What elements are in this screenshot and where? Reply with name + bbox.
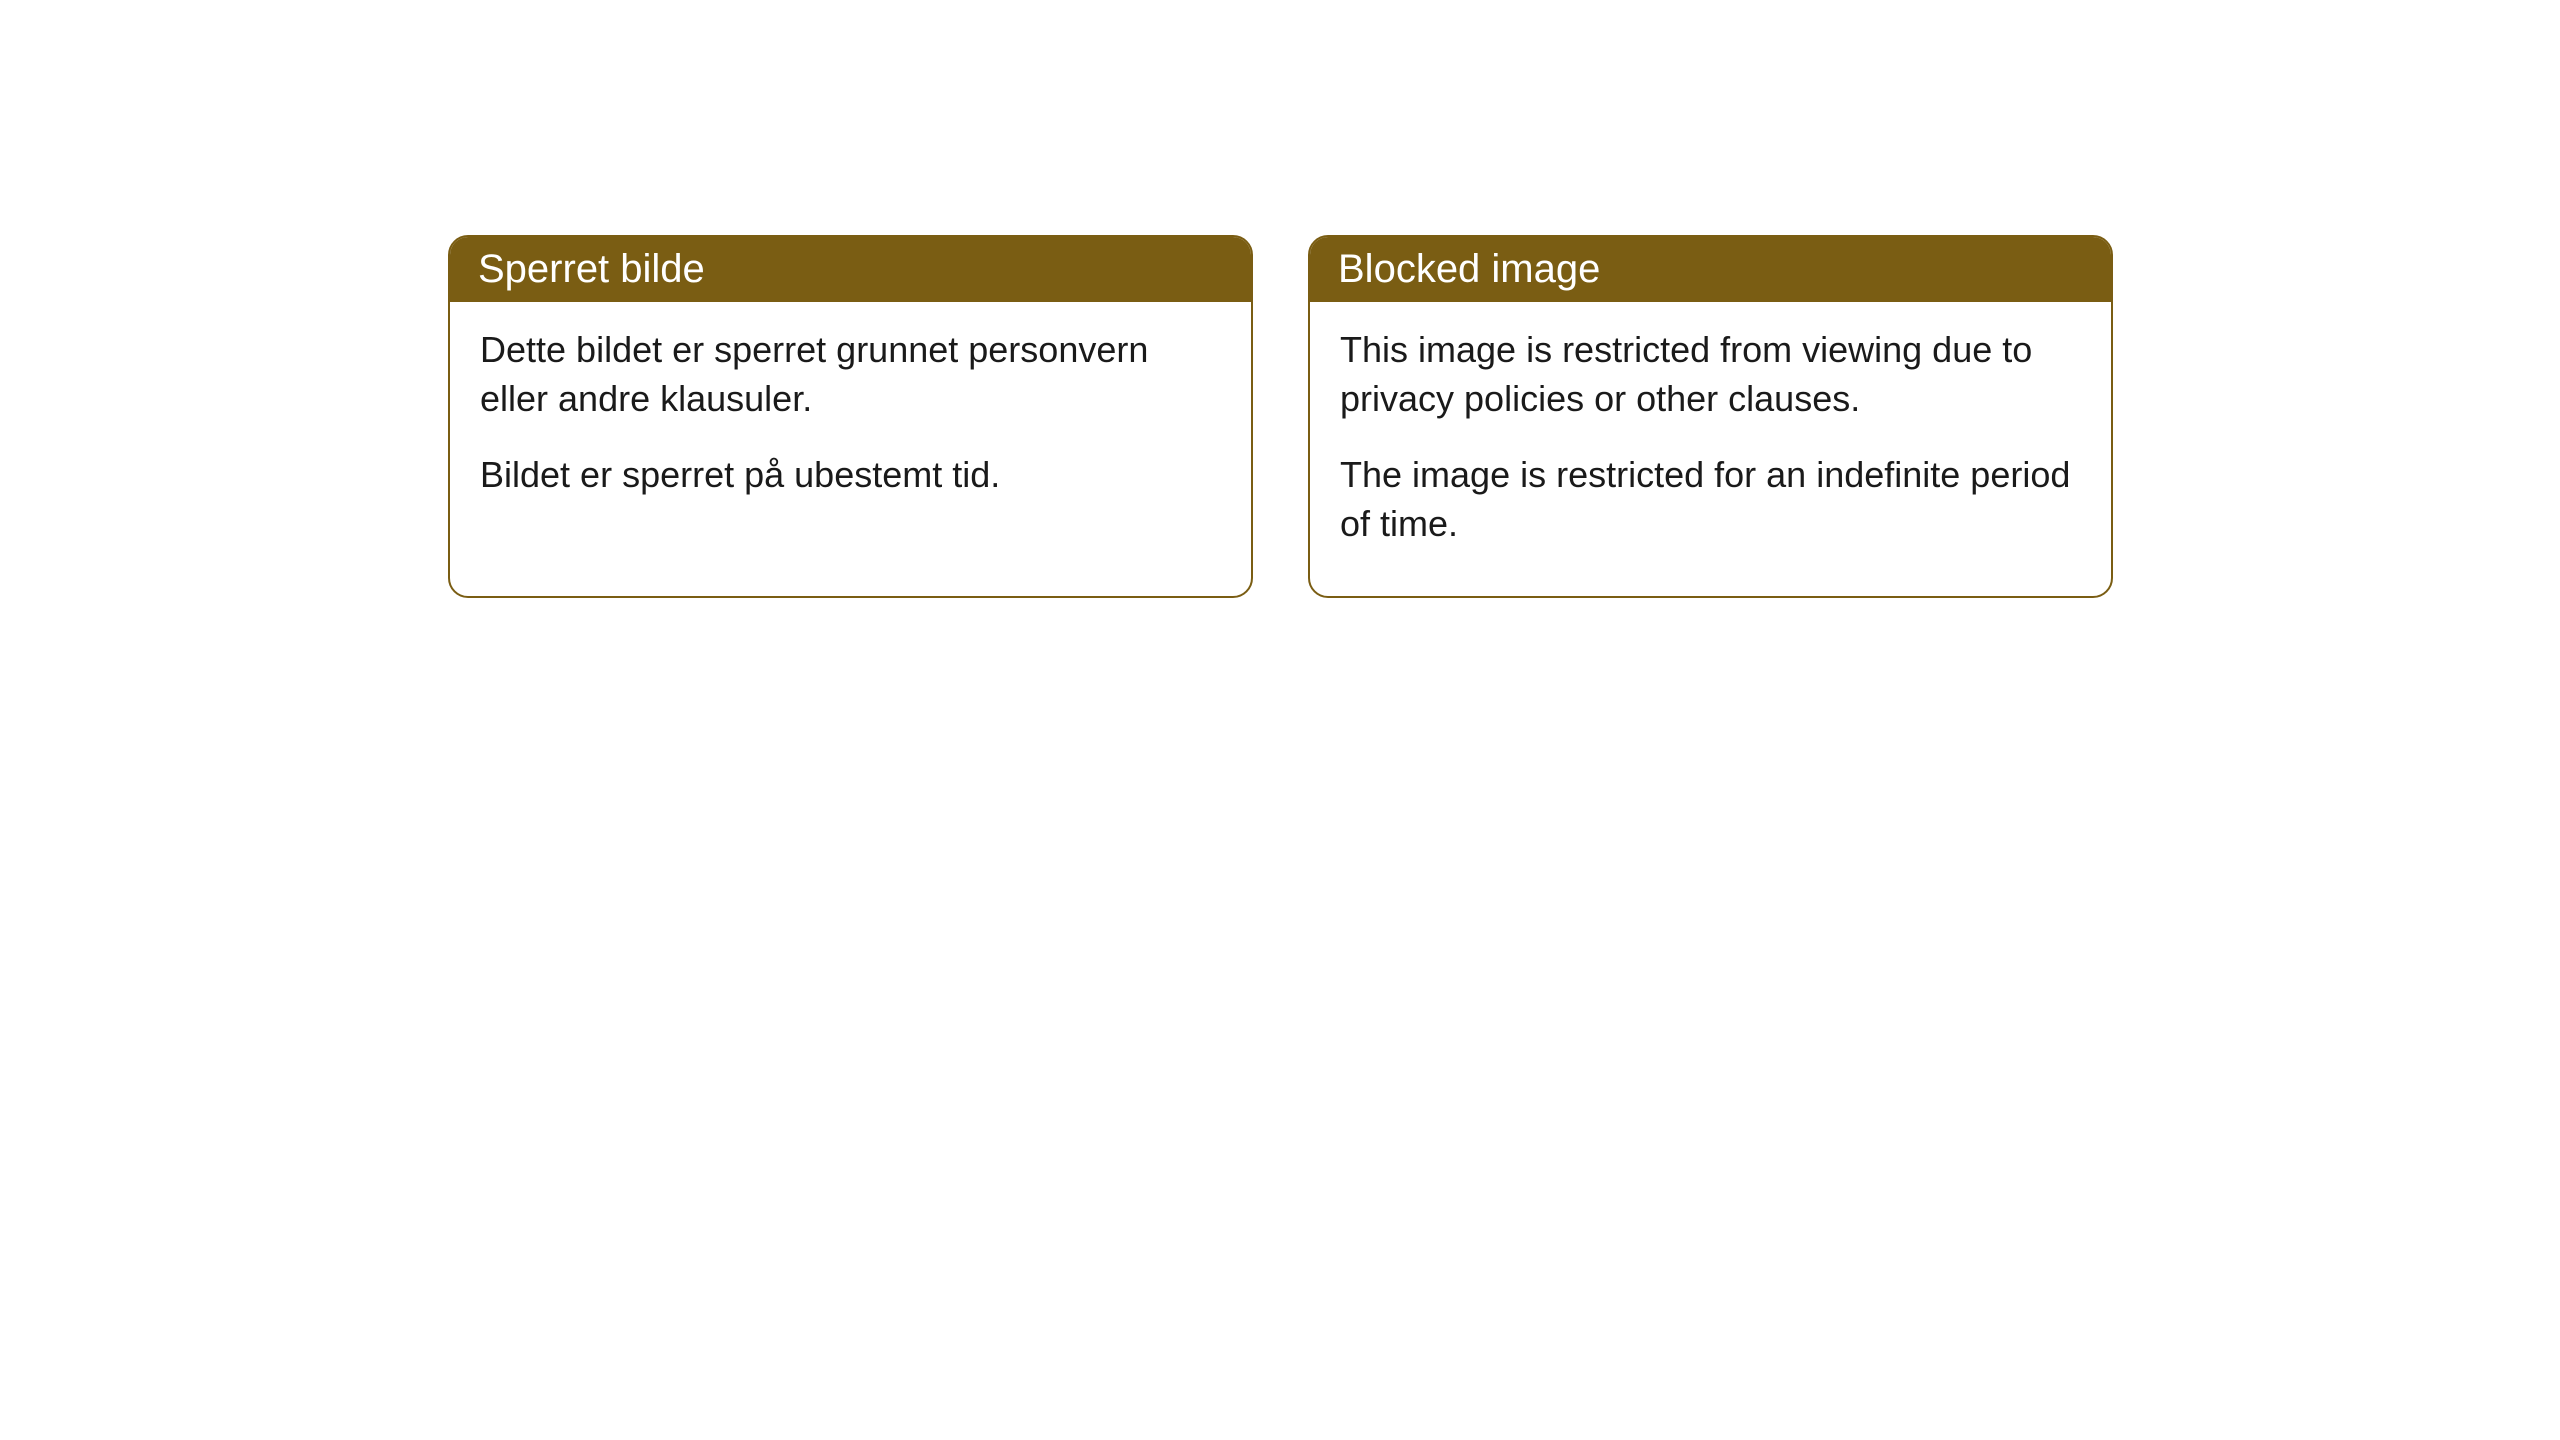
- card-paragraph: Dette bildet er sperret grunnet personve…: [480, 326, 1221, 423]
- card-english: Blocked image This image is restricted f…: [1308, 235, 2113, 598]
- card-title: Sperret bilde: [478, 247, 705, 291]
- cards-container: Sperret bilde Dette bildet er sperret gr…: [448, 235, 2113, 598]
- card-title: Blocked image: [1338, 247, 1600, 291]
- card-header-english: Blocked image: [1310, 237, 2111, 302]
- card-paragraph: This image is restricted from viewing du…: [1340, 326, 2081, 423]
- card-header-norwegian: Sperret bilde: [450, 237, 1251, 302]
- card-body-norwegian: Dette bildet er sperret grunnet personve…: [450, 302, 1251, 548]
- card-paragraph: Bildet er sperret på ubestemt tid.: [480, 451, 1221, 500]
- card-body-english: This image is restricted from viewing du…: [1310, 302, 2111, 596]
- card-norwegian: Sperret bilde Dette bildet er sperret gr…: [448, 235, 1253, 598]
- card-paragraph: The image is restricted for an indefinit…: [1340, 451, 2081, 548]
